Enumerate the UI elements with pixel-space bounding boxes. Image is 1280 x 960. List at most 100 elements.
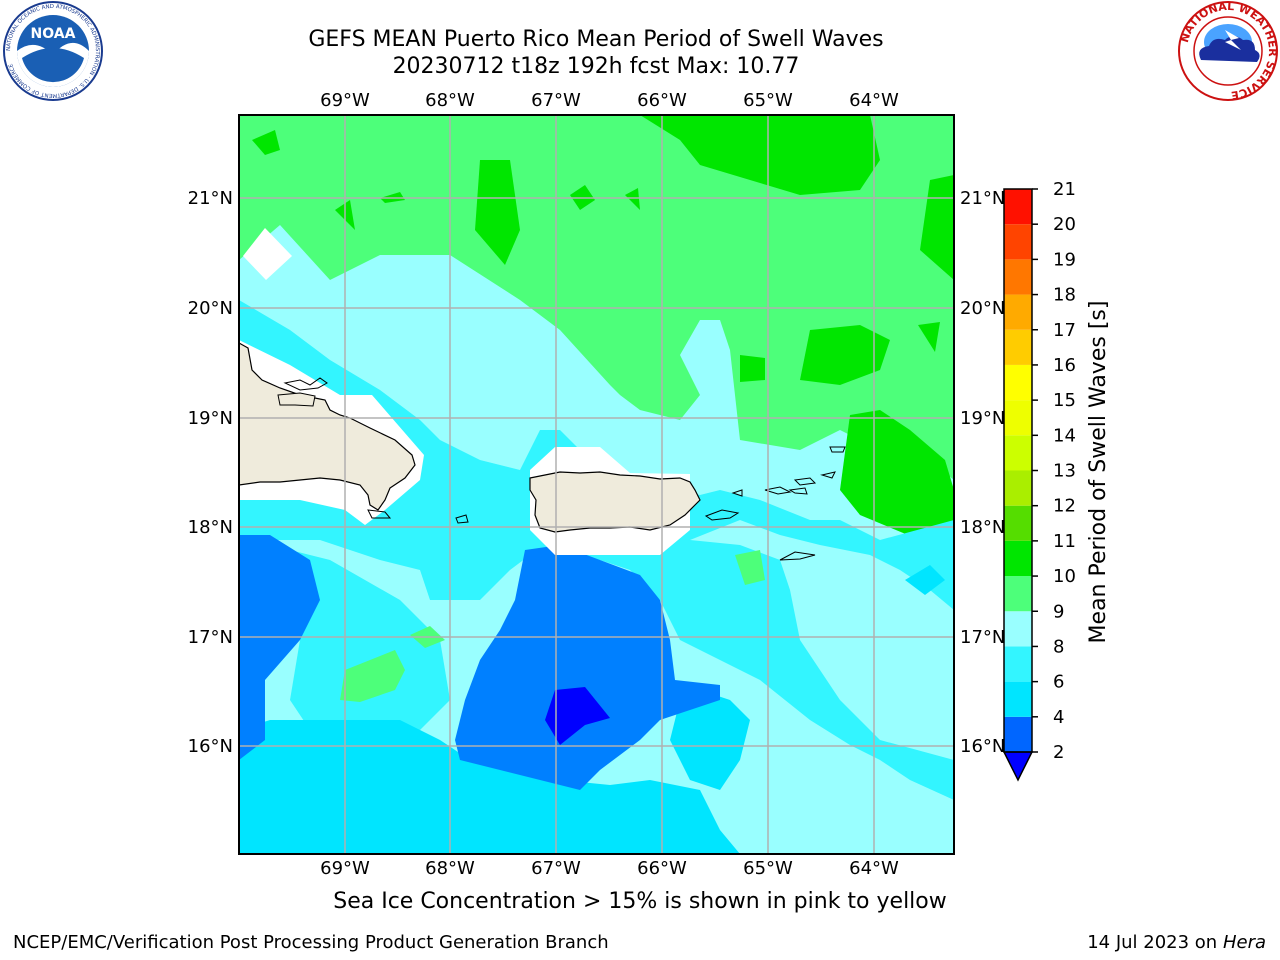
colorbar-segment bbox=[1004, 294, 1032, 330]
colorbar-tick-label: 17 bbox=[1053, 320, 1076, 341]
contour-2-4 bbox=[239, 535, 320, 760]
colorbar-tick-label: 18 bbox=[1053, 285, 1076, 306]
contour-9-10 bbox=[340, 650, 405, 702]
noaa-logo: NOAA NATIONAL OCEANIC AND ATMOSPHERIC AD… bbox=[3, 1, 103, 101]
contour-10-11 bbox=[918, 322, 940, 352]
lat-label: 19°N bbox=[188, 408, 233, 429]
colorbar-tick-label: 9 bbox=[1053, 601, 1064, 622]
colorbar-segment bbox=[1004, 329, 1032, 365]
chart-title: GEFS MEAN Puerto Rico Mean Period of Swe… bbox=[308, 27, 884, 52]
colorbar-segment bbox=[1004, 364, 1032, 401]
colorbar-segment bbox=[1004, 716, 1032, 752]
contour-9-10 bbox=[239, 115, 954, 755]
contour-0-2 bbox=[545, 687, 610, 745]
map-frame bbox=[238, 114, 955, 855]
chart-subtitle: 20230712 t18z 192h fcst Max: 10.77 bbox=[392, 54, 800, 79]
colorbar-segment bbox=[1004, 681, 1032, 717]
lon-label: 69°W bbox=[320, 90, 370, 111]
lon-label: 68°W bbox=[425, 858, 475, 879]
lon-labels-top: 69°W 68°W 67°W 66°W 65°W 64°W bbox=[320, 90, 899, 111]
lon-label: 68°W bbox=[425, 90, 475, 111]
colorbar-tick-label: 15 bbox=[1053, 390, 1076, 411]
contour-4-6 bbox=[239, 720, 740, 854]
island bbox=[283, 377, 328, 391]
colorbar-tick-label: 2 bbox=[1053, 742, 1064, 763]
colorbar-segment bbox=[1004, 435, 1032, 471]
lat-label: 20°N bbox=[960, 298, 1005, 319]
colorbar-tick-label: 12 bbox=[1053, 496, 1076, 517]
colorbar-tick-label: 11 bbox=[1053, 531, 1076, 552]
colorbar-tick-label: 19 bbox=[1053, 249, 1076, 270]
lon-label: 65°W bbox=[743, 90, 793, 111]
contour-4-6 bbox=[905, 565, 945, 595]
contour-10-11 bbox=[800, 325, 890, 385]
lon-label: 66°W bbox=[637, 858, 687, 879]
lon-label: 66°W bbox=[637, 90, 687, 111]
hispaniola-landmass bbox=[239, 342, 416, 511]
contour-8-9 bbox=[690, 520, 954, 760]
colorbar-segment bbox=[1004, 646, 1032, 682]
colorbar-tick-label: 6 bbox=[1053, 672, 1064, 693]
colorbar-extend-arrow bbox=[1002, 751, 1034, 782]
island bbox=[704, 446, 846, 561]
contour-10-11 bbox=[740, 355, 765, 382]
colorbar-tick-label: 4 bbox=[1053, 707, 1064, 728]
lon-label: 69°W bbox=[320, 858, 370, 879]
colorbar-tick-label: 14 bbox=[1053, 425, 1076, 446]
contour-10-11 bbox=[920, 175, 954, 280]
lat-label: 19°N bbox=[960, 408, 1005, 429]
lat-label: 20°N bbox=[188, 298, 233, 319]
lat-labels-left: 21°N 20°N 19°N 18°N 17°N 16°N bbox=[188, 188, 233, 757]
colorbar-segment bbox=[1004, 189, 1032, 225]
lon-labels-bottom: 69°W 68°W 67°W 66°W 65°W 64°W bbox=[320, 858, 899, 879]
lat-label: 21°N bbox=[960, 188, 1005, 209]
contour-10-11 bbox=[640, 115, 880, 195]
map-gridlines bbox=[239, 115, 954, 854]
colorbar-segment bbox=[1004, 611, 1032, 647]
island bbox=[367, 509, 392, 519]
lon-label: 67°W bbox=[531, 90, 581, 111]
colorbar-label: Mean Period of Swell Waves [s] bbox=[1086, 301, 1111, 644]
colorbar-tick-label: 16 bbox=[1053, 355, 1076, 376]
lat-label: 16°N bbox=[960, 736, 1005, 757]
contour-10-11 bbox=[335, 185, 640, 230]
no-data-region bbox=[243, 228, 292, 280]
colorbar-tick-label: 8 bbox=[1053, 636, 1064, 657]
colorbar: 2 4 6 8 9 10 11 12 13 14 15 16 17 18 19 20 21 bbox=[1002, 179, 1076, 782]
contour-4-6 bbox=[670, 690, 750, 790]
footer-host: Hera bbox=[1222, 932, 1266, 953]
colorbar-segment bbox=[1004, 540, 1032, 577]
footer-date-text: 14 Jul 2023 on bbox=[1087, 932, 1223, 953]
colorbar-segment bbox=[1004, 470, 1032, 506]
lon-label: 65°W bbox=[743, 858, 793, 879]
lat-label: 17°N bbox=[188, 627, 233, 648]
colorbar-tick-label: 20 bbox=[1053, 214, 1076, 235]
colorbar-segment bbox=[1004, 259, 1032, 295]
footer-date: 14 Jul 2023 on Hera bbox=[1087, 932, 1266, 953]
colorbar-segment bbox=[1004, 505, 1032, 541]
contour-2-4 bbox=[455, 545, 720, 790]
lon-label: 64°W bbox=[849, 90, 899, 111]
contour-10-11 bbox=[840, 410, 954, 540]
lat-label: 18°N bbox=[960, 517, 1005, 538]
island bbox=[277, 392, 316, 407]
lon-label: 67°W bbox=[531, 858, 581, 879]
contour-9-10 bbox=[735, 550, 765, 585]
lat-label: 16°N bbox=[188, 736, 233, 757]
sea-ice-caption: Sea Ice Concentration > 15% is shown in … bbox=[333, 889, 947, 914]
colorbar-tick-label: 13 bbox=[1053, 461, 1076, 482]
colorbar-tick-label: 21 bbox=[1053, 179, 1076, 200]
lat-label: 21°N bbox=[188, 188, 233, 209]
colorbar-segment bbox=[1004, 400, 1032, 436]
filled-contours bbox=[239, 115, 954, 854]
colorbar-segment bbox=[1004, 224, 1032, 260]
island bbox=[455, 514, 469, 524]
lon-label: 64°W bbox=[849, 858, 899, 879]
footer-credit: NCEP/EMC/Verification Post Processing Pr… bbox=[13, 932, 609, 953]
contour-10-11 bbox=[252, 130, 280, 155]
lat-label: 17°N bbox=[960, 627, 1005, 648]
svg-text:NOAA: NOAA bbox=[31, 26, 76, 42]
contour-10-11 bbox=[475, 160, 520, 265]
colorbar-segment bbox=[1004, 576, 1032, 612]
